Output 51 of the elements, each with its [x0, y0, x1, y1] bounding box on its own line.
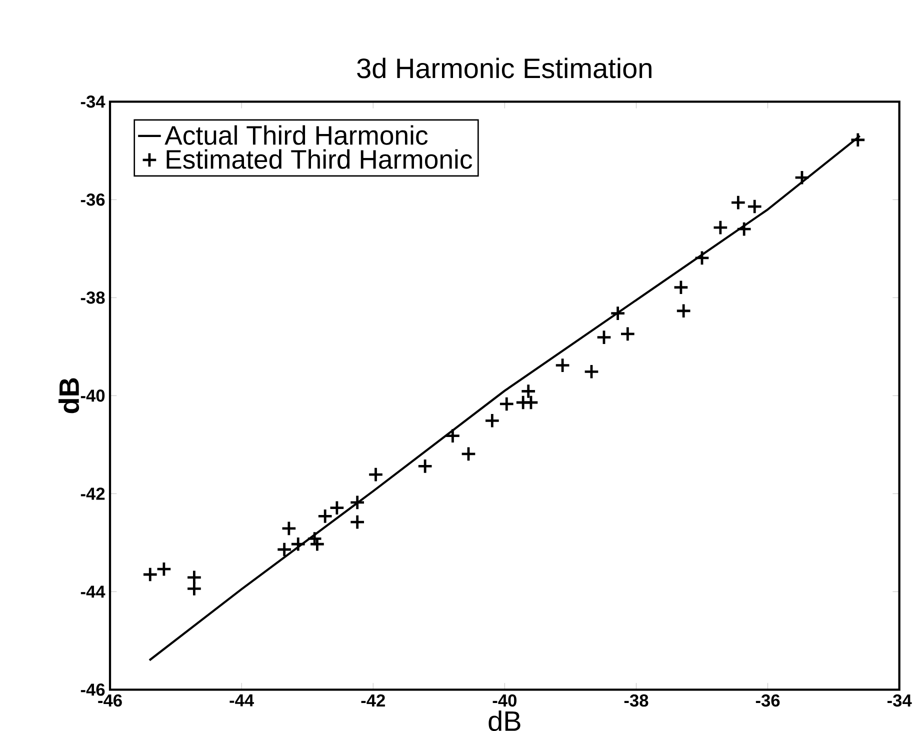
point: [523, 394, 539, 410]
point: [794, 170, 810, 186]
y-axis-title: dB: [58, 378, 80, 414]
x-tick-label: -44: [230, 694, 254, 706]
point: [329, 500, 345, 516]
point: [694, 250, 710, 266]
point: [676, 303, 692, 319]
point: [520, 383, 536, 400]
point: [730, 194, 746, 210]
point: [498, 396, 515, 412]
point: [484, 412, 500, 429]
point: [712, 220, 728, 236]
point: [417, 458, 433, 474]
y-tick-label: -38: [80, 292, 105, 304]
y-tick-label: -46: [80, 684, 105, 696]
x-tick-label: -34: [887, 694, 912, 707]
point: [317, 508, 333, 524]
y-tick-label: -36: [80, 194, 105, 206]
point: [746, 198, 762, 214]
x-tick-label: -40: [492, 694, 516, 707]
point: [596, 329, 612, 346]
point: [584, 364, 600, 380]
y-tick-label: -44: [80, 586, 106, 598]
chart-title: 3d Harmonic Estimation: [357, 58, 652, 78]
point: [186, 580, 202, 597]
point: [349, 514, 366, 530]
x-tick-label: -46: [98, 694, 122, 707]
point: [276, 542, 292, 558]
y-tick-label: -40: [80, 390, 105, 402]
point: [290, 536, 306, 552]
point: [281, 520, 297, 536]
point: [620, 326, 636, 342]
point: [142, 566, 158, 582]
point: [554, 357, 570, 374]
point: [850, 132, 866, 148]
point: [368, 466, 384, 482]
point: [736, 221, 752, 237]
y-tick-label: -42: [80, 488, 105, 500]
point: [460, 446, 476, 462]
legend-label: Estimated Third Harmonic: [166, 149, 472, 169]
point: [673, 280, 689, 296]
x-tick-label: -36: [756, 694, 780, 707]
point: [349, 494, 366, 510]
point: [444, 428, 461, 444]
legend-label: Actual Third Harmonic: [164, 125, 428, 145]
y-tick-label: -34: [80, 96, 106, 108]
x-tick-label: -38: [624, 694, 648, 707]
point: [156, 561, 172, 577]
x-tick-label: -42: [361, 694, 385, 706]
x-axis-title: dB: [488, 710, 520, 731]
point: [610, 305, 626, 322]
